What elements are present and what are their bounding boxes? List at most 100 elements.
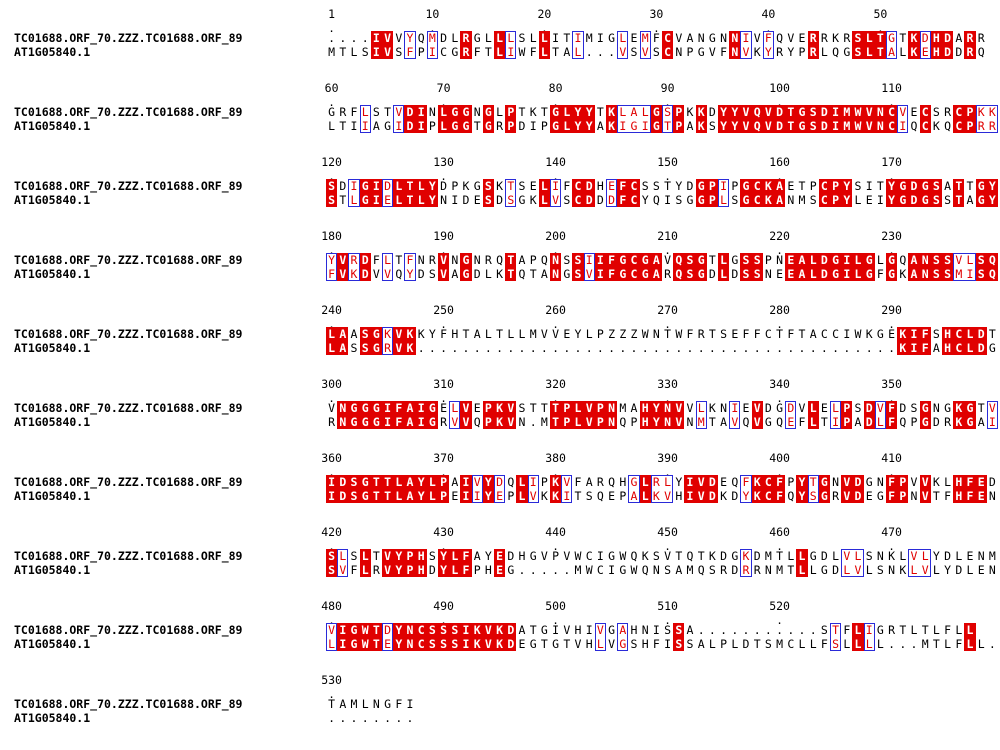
residue: H: [953, 475, 965, 489]
residue: E: [820, 401, 828, 415]
residue: V: [372, 267, 380, 281]
residue: V: [921, 563, 929, 577]
residue: L: [494, 45, 506, 59]
residue: M: [540, 415, 548, 429]
residue: C: [596, 563, 604, 577]
ruler-number: 410: [881, 451, 902, 465]
residue: T: [776, 327, 784, 341]
residue: V: [910, 475, 918, 489]
residue: L: [852, 253, 864, 267]
residue: L: [720, 193, 728, 207]
residue: T: [708, 327, 716, 341]
residue: S: [438, 623, 450, 637]
residue: R: [776, 45, 784, 59]
residue: N: [337, 401, 349, 415]
residue: I: [988, 415, 996, 429]
ruler-number: 200: [545, 229, 566, 243]
residue: L: [843, 563, 851, 577]
residue: V: [787, 31, 795, 45]
residue: T: [874, 45, 886, 59]
residue: Q: [899, 253, 907, 267]
residue: I: [841, 253, 853, 267]
residue: .: [619, 341, 627, 355]
residue: R: [753, 563, 761, 577]
residue: I: [382, 401, 394, 415]
ruler-number: 140: [545, 155, 566, 169]
residue: S: [865, 549, 873, 563]
residue: .: [552, 341, 560, 355]
residue: F: [473, 45, 481, 59]
ruler-number: 510: [657, 599, 678, 613]
residue: L: [426, 475, 438, 489]
similarity-box: [830, 623, 842, 651]
residue: E: [975, 489, 987, 503]
residue: K: [888, 549, 896, 563]
residue: L: [796, 549, 808, 563]
residue: L: [876, 637, 884, 651]
residue: .: [652, 341, 660, 355]
residue: V: [798, 401, 806, 415]
residue: Y: [650, 401, 662, 415]
residue: S: [684, 253, 696, 267]
residue: V: [854, 563, 862, 577]
residue: I: [608, 563, 616, 577]
residue: A: [675, 563, 683, 577]
residue: F: [563, 179, 571, 193]
ruler-tick: .: [541, 22, 548, 35]
residue: C: [572, 179, 584, 193]
residue: S: [572, 253, 584, 267]
residue: Q: [776, 415, 784, 429]
residue: .: [731, 341, 739, 355]
residue: T: [966, 179, 974, 193]
residue: F: [617, 179, 629, 193]
residue: Y: [328, 253, 336, 267]
sequence-name-at1g05840: AT1G05840.1: [14, 711, 91, 725]
residue: L: [516, 489, 528, 503]
residue: L: [619, 105, 627, 119]
residue: G: [975, 193, 987, 207]
ruler-tick: .: [440, 170, 447, 183]
residue: L: [966, 253, 974, 267]
residue: L: [538, 193, 550, 207]
residue: D: [339, 179, 347, 193]
residue: E: [473, 193, 481, 207]
residue: M: [686, 563, 694, 577]
residue: D: [818, 267, 830, 281]
alignment-block: 120. 130. 140. 150. 160. 170. TC01688.ORF_70.Z…: [0, 154, 1000, 214]
residue: I: [684, 489, 696, 503]
residue: Y: [415, 489, 427, 503]
residue: A: [372, 119, 380, 133]
residue: .: [988, 637, 996, 651]
residue: Y: [406, 31, 414, 45]
residue: R: [977, 31, 985, 45]
ruler-tick: .: [328, 244, 335, 257]
residue: V: [451, 415, 459, 429]
residue: .: [428, 341, 436, 355]
residue: L: [415, 179, 427, 193]
residue: T: [988, 327, 996, 341]
similarity-box: [606, 179, 618, 207]
ruler-tick: .: [776, 96, 783, 109]
residue: A: [650, 253, 662, 267]
residue: P: [706, 193, 718, 207]
residue: V: [585, 267, 593, 281]
residue: D: [404, 119, 416, 133]
similarity-box: [639, 31, 651, 59]
residue: L: [572, 415, 584, 429]
residue: V: [673, 415, 685, 429]
residue: P: [787, 475, 795, 489]
residue: K: [540, 489, 548, 503]
residue: W: [630, 563, 638, 577]
residue: P: [507, 489, 515, 503]
residue: I: [563, 489, 571, 503]
residue: R: [944, 105, 952, 119]
residue: W: [641, 327, 649, 341]
ruler-number: 470: [881, 525, 902, 539]
residue: S: [359, 341, 371, 355]
residue: T: [339, 193, 347, 207]
sequence-name-at1g05840: AT1G05840.1: [14, 563, 91, 577]
residue: E: [451, 489, 459, 503]
residue: T: [339, 119, 347, 133]
residue: Y: [796, 489, 808, 503]
residue: S: [348, 475, 360, 489]
